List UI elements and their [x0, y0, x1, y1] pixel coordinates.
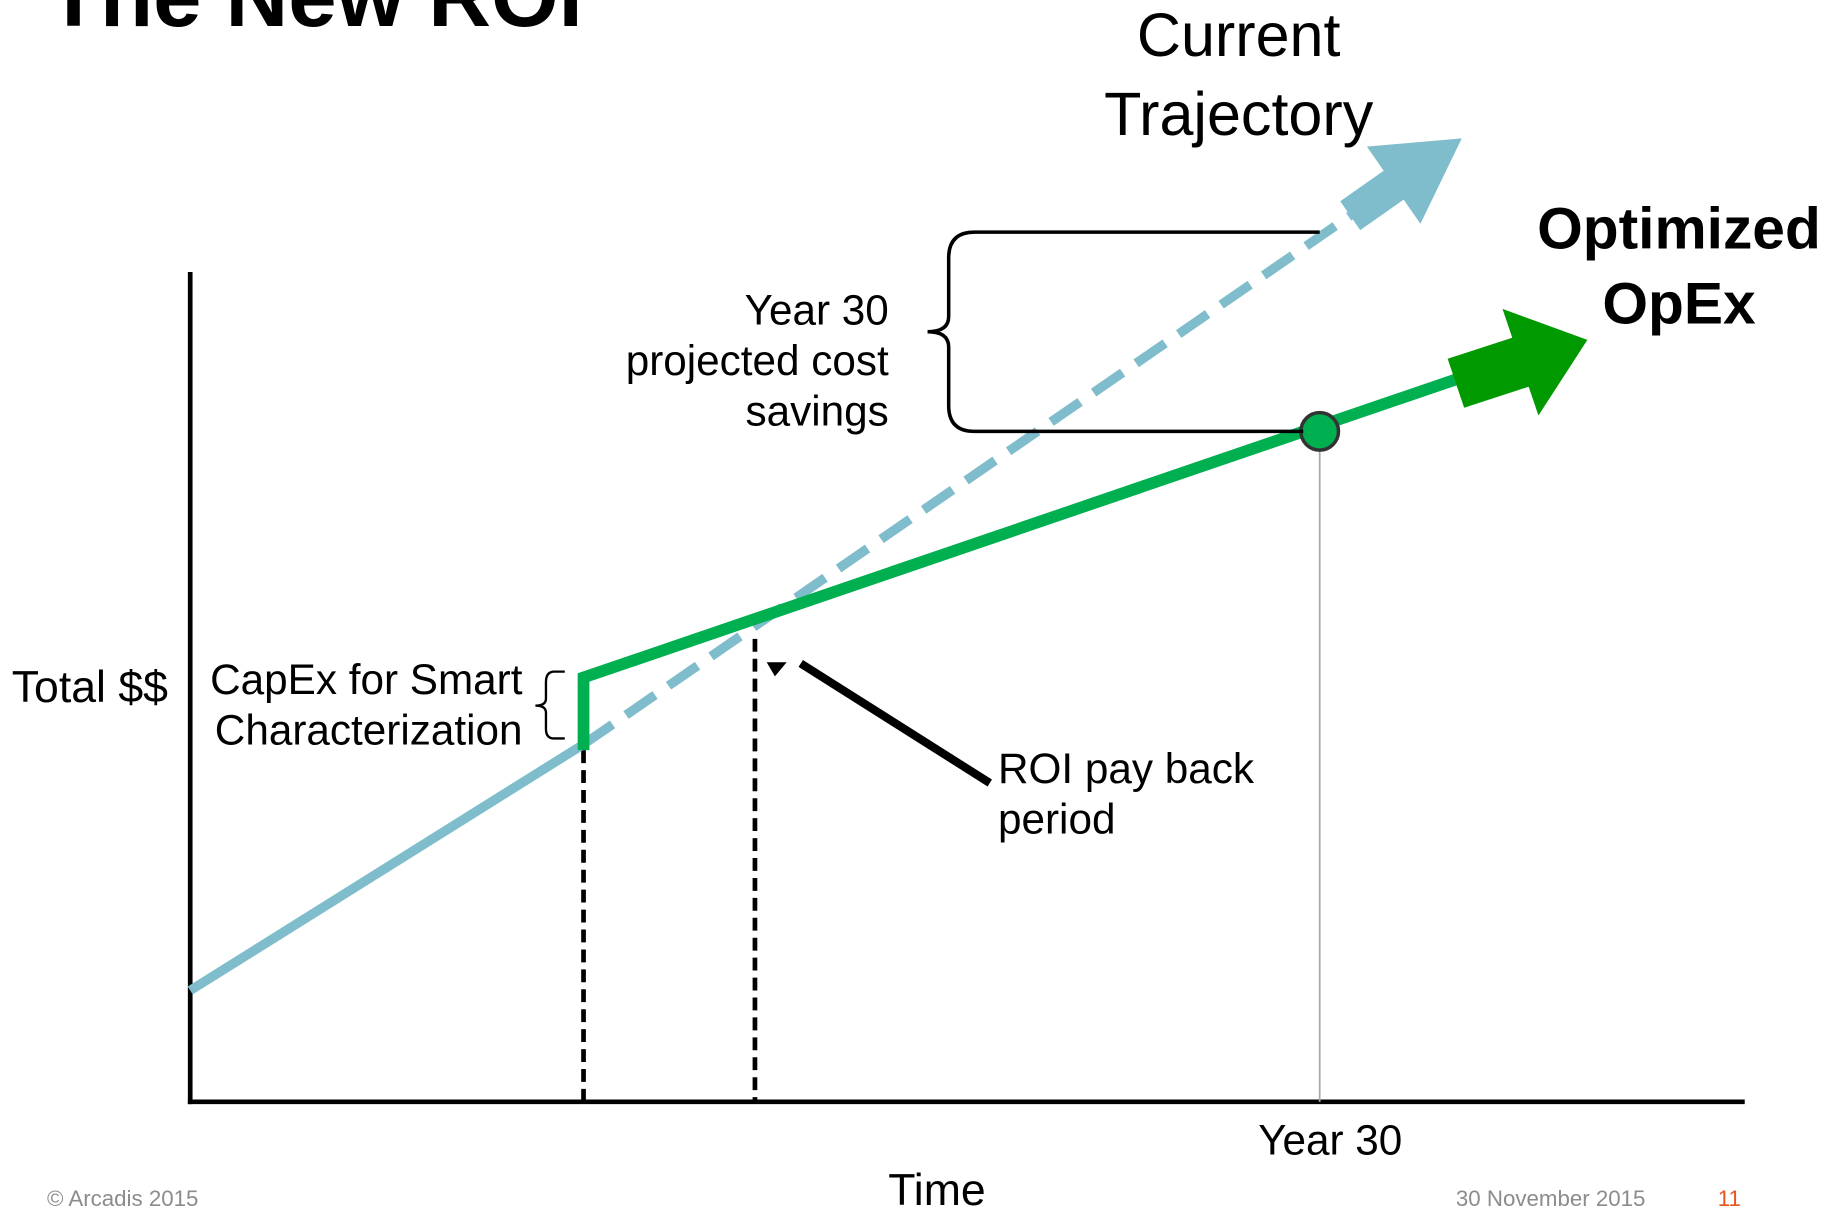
x-axis-label: Time: [888, 1166, 985, 1212]
roi-pointer-head: [766, 662, 787, 677]
slide-title: The New ROI: [47, 0, 583, 45]
current-line: [187, 740, 587, 995]
year-30-point: [1299, 410, 1341, 452]
savings-label: projected cost: [626, 337, 889, 384]
optimized-label: OpEx: [1602, 272, 1756, 337]
current-label: Trajectory: [1104, 80, 1374, 148]
year-label: Year 30: [1258, 1117, 1402, 1164]
current-label: Current: [1137, 1, 1341, 69]
optimized-line: [577, 371, 1464, 751]
footer-page: 11: [1718, 1186, 1741, 1211]
optimized-arrow: [1447, 308, 1588, 416]
footer-copyright: © Arcadis 2015: [47, 1186, 198, 1211]
roi-pointer: [798, 659, 992, 787]
optimized-label: Optimized: [1537, 197, 1821, 262]
savings-bracket: [927, 230, 1320, 434]
y-axis-label: Total $$: [12, 663, 168, 712]
roi-label: period: [998, 795, 1115, 842]
capex-brace: [535, 670, 565, 740]
savings-label: savings: [746, 388, 889, 435]
current-dashed: [580, 211, 1353, 749]
footer-date: 30 November 2015: [1456, 1186, 1646, 1211]
current-arrow: [1340, 138, 1462, 231]
capex-label: CapEx for Smart: [210, 656, 523, 703]
roi-label: ROI pay back: [998, 745, 1255, 792]
savings-label: Year 30: [745, 287, 889, 334]
capex-label: Characterization: [215, 706, 523, 753]
